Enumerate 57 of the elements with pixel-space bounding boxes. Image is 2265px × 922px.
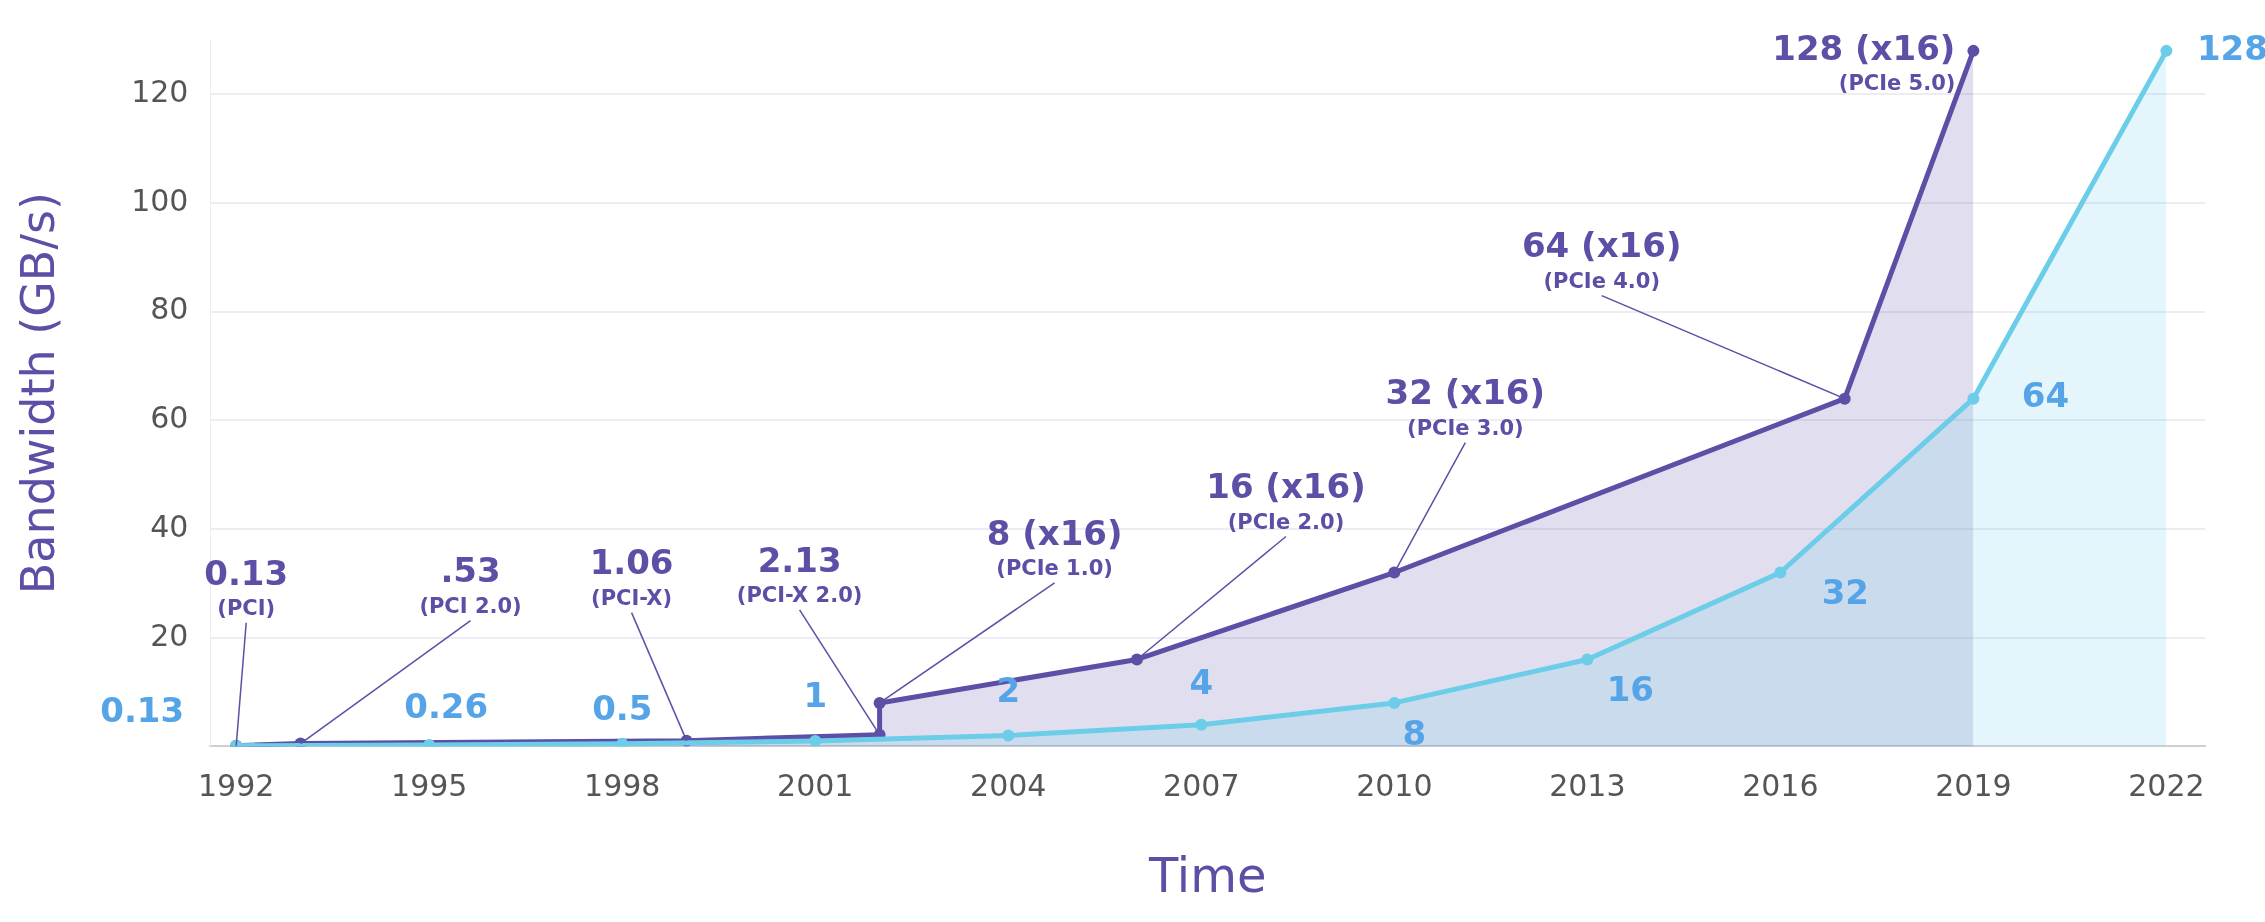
y-tick-label: 40 <box>150 508 189 544</box>
annotation: (PCIe 3.0) <box>1407 415 1524 440</box>
annotation: (PCI-X 2.0) <box>736 583 863 608</box>
y-axis-title: Bandwidth (GB/s) <box>10 192 65 595</box>
point <box>809 734 822 747</box>
data-label: 1.06 <box>589 542 674 583</box>
point <box>1774 566 1787 579</box>
y-tick-label: 60 <box>150 400 189 436</box>
data-label: 0.13 <box>204 552 289 593</box>
x-tick-label: 2016 <box>1742 768 1819 804</box>
point <box>1195 718 1208 731</box>
data-label: 64 (x16) <box>1521 225 1682 266</box>
x-tick-label: 2004 <box>970 768 1047 804</box>
data-label: 0.5 <box>592 687 653 728</box>
data-label: 64 <box>2021 375 2070 416</box>
point <box>1388 696 1401 709</box>
y-tick-label: 100 <box>131 182 189 218</box>
data-label: 16 (x16) <box>1206 466 1366 507</box>
data-label: 2 <box>996 670 1021 711</box>
x-tick-label: 1998 <box>584 768 661 804</box>
data-label: 0.26 <box>404 685 489 726</box>
y-tick-label: 120 <box>131 74 189 110</box>
point <box>1581 653 1594 666</box>
data-label: 16 <box>1606 669 1654 710</box>
data-label: 128 (x16) <box>1772 27 1956 68</box>
point <box>1002 729 1015 742</box>
data-label: 8 (x16) <box>986 512 1123 553</box>
point <box>2160 44 2173 57</box>
point <box>1967 44 1980 57</box>
y-tick-label: 20 <box>150 617 189 653</box>
y-tick-label: 80 <box>150 291 189 327</box>
annotation: (PCIe 5.0) <box>1838 71 1956 96</box>
x-tick-label: 2007 <box>1163 768 1240 804</box>
annotation: (PCI-X) <box>591 586 673 611</box>
x-tick-label: 2019 <box>1935 768 2012 804</box>
annotation: (PCI) <box>217 596 276 621</box>
data-label: 8 <box>1402 712 1427 753</box>
data-label: .53 <box>440 550 501 591</box>
x-tick-label: 2010 <box>1356 768 1433 804</box>
x-axis-title: Time <box>1148 846 1267 903</box>
point <box>1967 392 1980 405</box>
x-tick-label: 2001 <box>777 768 854 804</box>
data-label: 0.13 <box>100 689 185 730</box>
x-tick-label: 1995 <box>391 768 468 804</box>
x-tick-label: 2022 <box>2128 768 2205 804</box>
data-label: 32 (x16) <box>1385 372 1546 413</box>
annotation: (PCIe 1.0) <box>996 556 1113 581</box>
annotation: (PCIe 2.0) <box>1227 509 1345 534</box>
x-tick-label: 1992 <box>198 768 275 804</box>
data-label: 1 <box>803 674 828 715</box>
data-label: 32 <box>1821 572 1870 613</box>
point <box>616 737 629 747</box>
annotation: (PCI 2.0) <box>419 593 522 618</box>
x-tick-label: 2013 <box>1549 768 1626 804</box>
data-label: 2.13 <box>757 539 842 580</box>
data-label: 4 <box>1189 662 1214 703</box>
annotation: (PCIe 4.0) <box>1543 269 1660 294</box>
